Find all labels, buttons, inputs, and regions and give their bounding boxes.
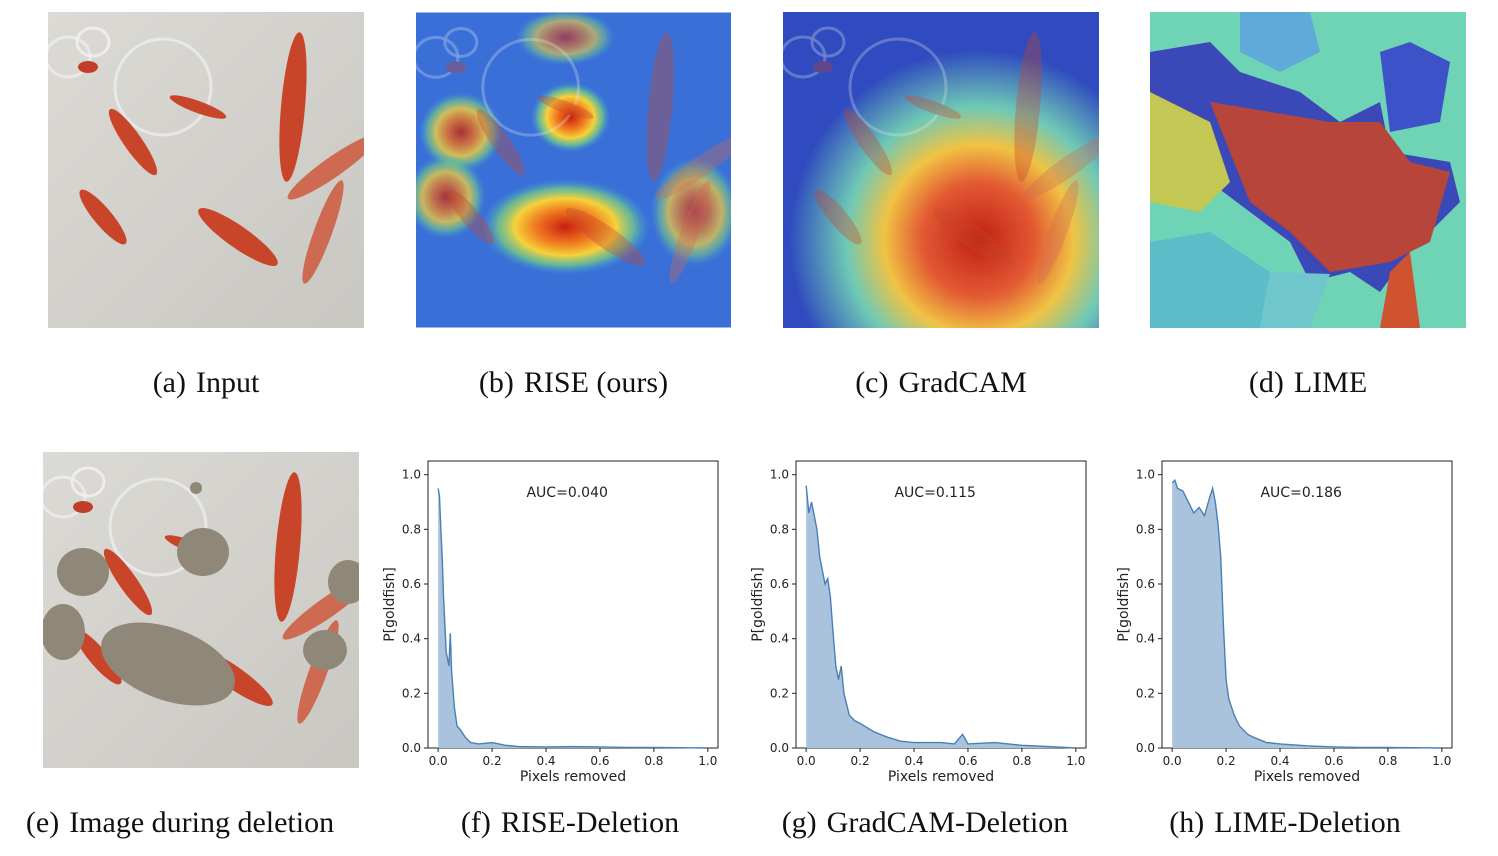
y-axis-label: P[goldfish]	[1116, 567, 1132, 642]
x-tick-label: 0.2	[1217, 754, 1236, 768]
y-tick-label: 0.8	[1136, 522, 1155, 536]
caption-tag: (d)	[1248, 366, 1284, 399]
curve-line	[1171, 478, 1442, 749]
caption-tag: (g)	[781, 806, 817, 839]
caption-tag: (f)	[460, 806, 491, 839]
y-tick-label: 1.0	[402, 468, 421, 482]
x-tick-label: 0.6	[1324, 754, 1343, 768]
caption-label: GradCAM	[898, 366, 1027, 399]
y-tick-label: 0.0	[770, 741, 789, 755]
auc-annotation: AUC=0.115	[894, 485, 975, 501]
chart-svg: 0.0 0.2 0.4 0.6 0.8 1.0 0.0 0.2 0.4 0.6 0.8 1.0 Pixe…	[750, 460, 1087, 785]
lime-deletion-chart: 0.0 0.2 0.4 0.6 0.8 1.0 0.0 0.2 0.4 0.6 0.8 1.0 Pixe…	[1114, 455, 1459, 785]
x-tick-label: 0.8	[1012, 754, 1031, 768]
x-tick-label: 0.4	[904, 754, 923, 768]
caption-label: RISE (ours)	[523, 366, 669, 399]
x-tick-label: 0.4	[536, 754, 555, 768]
lime-segments-image	[1150, 12, 1466, 328]
x-tick-label: 0.2	[483, 754, 502, 768]
y-axis-label: P[goldfish]	[382, 567, 398, 642]
deletion-image	[43, 452, 359, 768]
area-fill	[1172, 480, 1442, 748]
x-tick-label: 0.4	[1270, 754, 1289, 768]
y-tick-label: 0.6	[402, 577, 421, 591]
y-tick-label: 0.2	[770, 686, 789, 700]
caption-g: (g) GradCAM-Deletion	[735, 806, 1115, 840]
y-tick-label: 0.8	[402, 522, 421, 536]
x-tick-label: 0.8	[644, 754, 663, 768]
y-tick-label: 0.0	[1136, 741, 1155, 755]
caption-label: LIME	[1293, 366, 1368, 399]
input-image	[48, 12, 364, 328]
x-tick-label: 0.8	[1378, 754, 1397, 768]
x-tick-label: 0.0	[1163, 754, 1182, 768]
caption-b: (b) RISE (ours)	[416, 366, 731, 400]
caption-tag: (c)	[855, 366, 889, 399]
auc-annotation: AUC=0.186	[1260, 485, 1342, 501]
x-tick-label: 1.0	[1432, 754, 1451, 768]
caption-label: LIME-Deletion	[1214, 806, 1401, 839]
x-tick-label: 0.2	[851, 754, 870, 768]
x-tick-label: 1.0	[698, 754, 717, 768]
caption-label: RISE-Deletion	[500, 806, 680, 839]
x-axis-label: Pixels removed	[1254, 769, 1360, 785]
caption-f: (f) RISE-Deletion	[390, 806, 750, 840]
y-tick-label: 0.0	[402, 741, 421, 755]
y-tick-label: 0.4	[1136, 632, 1155, 646]
caption-tag: (h)	[1169, 806, 1205, 839]
curve-line	[437, 488, 708, 749]
x-tick-label: 1.0	[1066, 754, 1085, 768]
auc-annotation: AUC=0.040	[526, 485, 607, 501]
caption-label: Image during deletion	[69, 806, 335, 839]
chart-svg: 0.0 0.2 0.4 0.6 0.8 1.0 0.0 0.2 0.4 0.6 0.8 1.0 Pixe…	[1116, 460, 1453, 785]
caption-a: (a) Input	[48, 366, 364, 400]
gradcam-saliency-image	[783, 12, 1099, 328]
chart-svg: 0.0 0.2 0.4 0.6 0.8 1.0 0.0 0.2 0.4 0.6 0.8 1.0 Pixe…	[382, 460, 719, 785]
y-axis-label: P[goldfish]	[750, 567, 766, 642]
y-tick-label: 0.6	[770, 577, 789, 591]
y-tick-label: 0.8	[770, 522, 789, 536]
caption-e: (e) Image during deletion	[0, 806, 360, 840]
caption-c: (c) GradCAM	[783, 366, 1099, 400]
y-tick-label: 0.4	[770, 632, 789, 646]
plot-frame	[427, 460, 719, 749]
caption-label: Input	[195, 366, 260, 399]
x-axis-label: Pixels removed	[888, 769, 994, 785]
y-tick-label: 1.0	[1136, 468, 1155, 482]
gradcam-deletion-chart: 0.0 0.2 0.4 0.6 0.8 1.0 0.0 0.2 0.4 0.6 0.8 1.0 Pixe…	[748, 455, 1093, 785]
x-tick-label: 0.6	[590, 754, 609, 768]
x-tick-label: 0.6	[958, 754, 977, 768]
y-tick-label: 0.2	[402, 686, 421, 700]
caption-h: (h) LIME-Deletion	[1100, 806, 1470, 840]
rise-saliency-image	[416, 12, 731, 328]
y-tick-label: 0.4	[402, 632, 421, 646]
y-tick-label: 0.2	[1136, 686, 1155, 700]
curve-line	[805, 485, 1076, 749]
caption-tag: (a)	[152, 366, 186, 399]
caption-tag: (e)	[25, 806, 60, 839]
y-tick-label: 1.0	[770, 468, 789, 482]
caption-d: (d) LIME	[1150, 366, 1466, 400]
caption-label: GradCAM-Deletion	[826, 806, 1069, 839]
x-tick-label: 0.0	[429, 754, 448, 768]
x-tick-label: 0.0	[797, 754, 816, 768]
y-tick-label: 0.6	[1136, 577, 1155, 591]
rise-deletion-chart: 0.0 0.2 0.4 0.6 0.8 1.0 0.0 0.2 0.4 0.6 0.8 1.0 Pixe…	[380, 455, 725, 785]
area-fill	[806, 485, 1076, 748]
x-axis-label: Pixels removed	[520, 769, 626, 785]
caption-tag: (b)	[478, 366, 514, 399]
